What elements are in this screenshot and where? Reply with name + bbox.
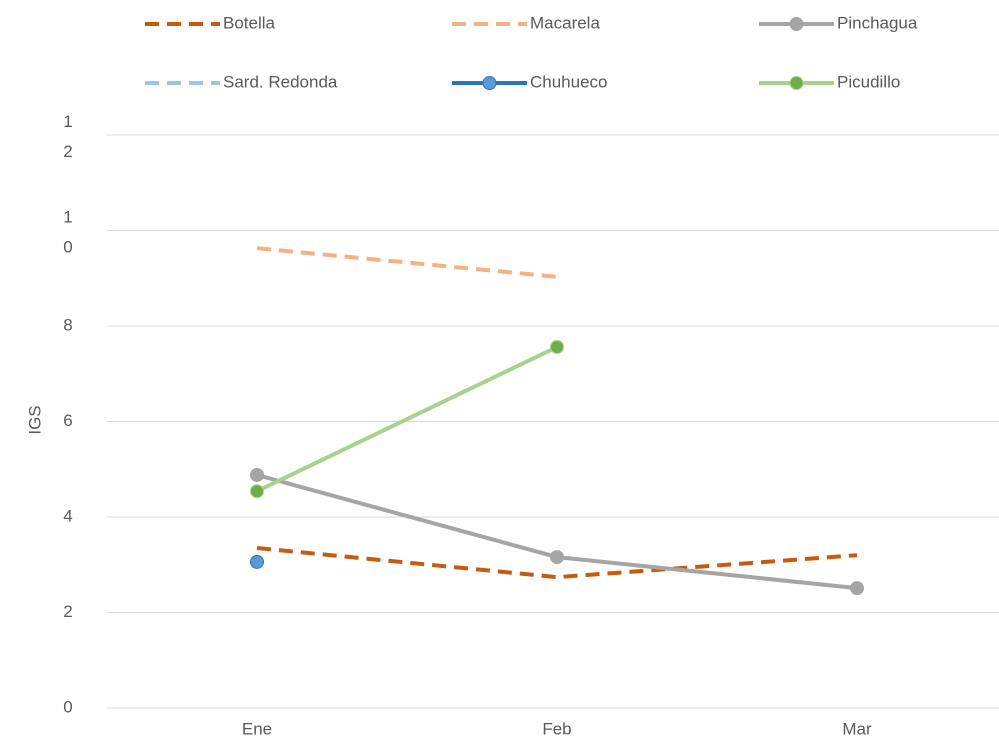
point-marker xyxy=(550,340,564,355)
legend-label: Macarela xyxy=(530,13,600,32)
series-line xyxy=(256,546,858,580)
series-line xyxy=(256,473,858,591)
legend-marker xyxy=(482,76,497,90)
legend-marker xyxy=(789,17,804,31)
y-tick-label: 0 xyxy=(63,697,72,716)
x-tick-label: Feb xyxy=(542,719,571,738)
y-tick-label: 8 xyxy=(63,315,72,334)
y-tick-label: 6 xyxy=(63,411,72,430)
x-tick-label: Mar xyxy=(842,719,872,738)
series-line xyxy=(256,345,558,494)
legend-label: Picudillo xyxy=(837,72,900,91)
legend-label: Chuhueco xyxy=(530,72,608,91)
x-tick-label: Ene xyxy=(242,719,272,738)
y-tick-label: 2 xyxy=(63,602,72,621)
legend-label: Botella xyxy=(223,13,276,32)
legend-label: Pinchagua xyxy=(837,13,918,32)
legend-marker xyxy=(789,76,804,90)
y-tick-label: 4 xyxy=(63,506,72,525)
y-axis-label: IGS xyxy=(25,405,44,434)
point-marker xyxy=(850,581,864,596)
series-line xyxy=(256,246,558,279)
point-marker xyxy=(550,550,564,565)
legend-label: Sard. Redonda xyxy=(223,72,338,91)
point-marker xyxy=(250,554,264,569)
point-marker xyxy=(250,467,264,482)
point-marker xyxy=(250,484,264,499)
